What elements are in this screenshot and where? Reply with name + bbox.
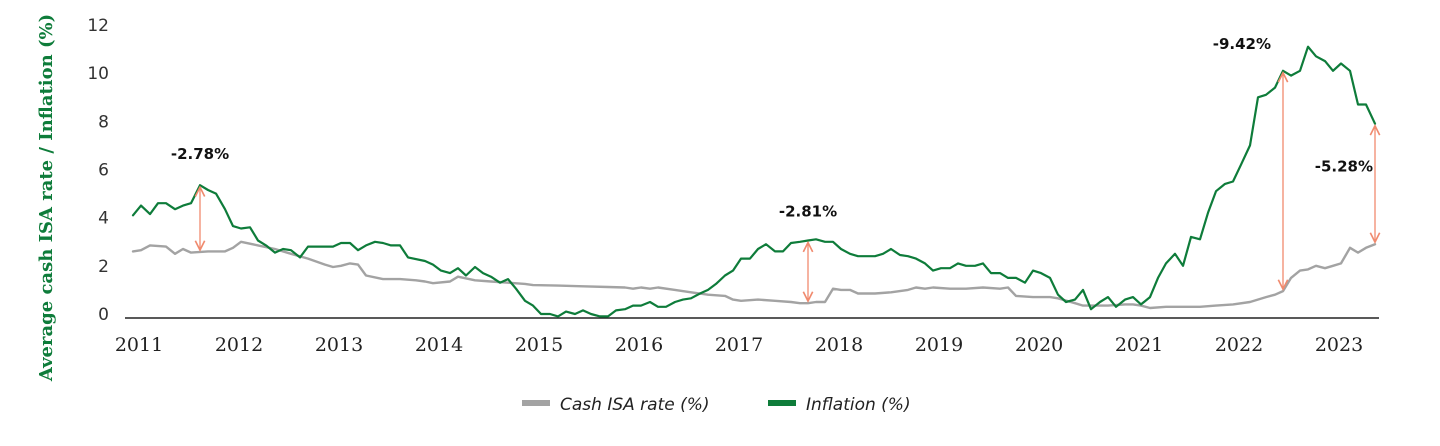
y-tick-label: 2 [98,257,109,277]
x-tick-label: 2018 [815,334,863,356]
legend-swatch-cash-isa [522,400,550,406]
x-tick-label: 2022 [1215,334,1263,356]
legend-label-inflation: Inflation (%) [806,395,911,415]
x-tick-label: 2015 [515,334,563,356]
x-tick-label: 2020 [1015,334,1063,356]
y-tick-label: 10 [87,64,109,84]
x-tick-label: 2016 [615,334,663,356]
legend-label-cash-isa: Cash ISA rate (%) [560,395,710,415]
cash-isa-rate-line [131,240,1377,310]
y-axis-label: Average cash ISA rate / Inflation (%) [36,14,57,382]
y-tick-label: 0 [98,305,109,325]
x-tick-label: 2014 [415,334,463,356]
y-tick-label: 4 [98,209,109,229]
y-tick-label: 8 [98,112,109,132]
difference-label: -2.81% [779,203,837,221]
y-tick-label: 12 [87,16,109,36]
x-tick-label: 2021 [1115,334,1163,356]
legend-swatch-inflation [768,400,796,406]
x-tick-label: 2023 [1315,334,1363,356]
y-tick-label: 6 [98,161,109,181]
x-tick-label: 2011 [115,334,163,356]
difference-label: -5.28% [1315,158,1373,176]
difference-label: -9.42% [1213,35,1271,53]
x-tick-label: 2019 [915,334,963,356]
x-tick-label: 2017 [715,334,763,356]
x-tick-label: 2012 [215,334,263,356]
x-tick-label: 2013 [315,334,363,356]
inflation-line [131,45,1377,318]
difference-label: -2.78% [171,145,229,163]
